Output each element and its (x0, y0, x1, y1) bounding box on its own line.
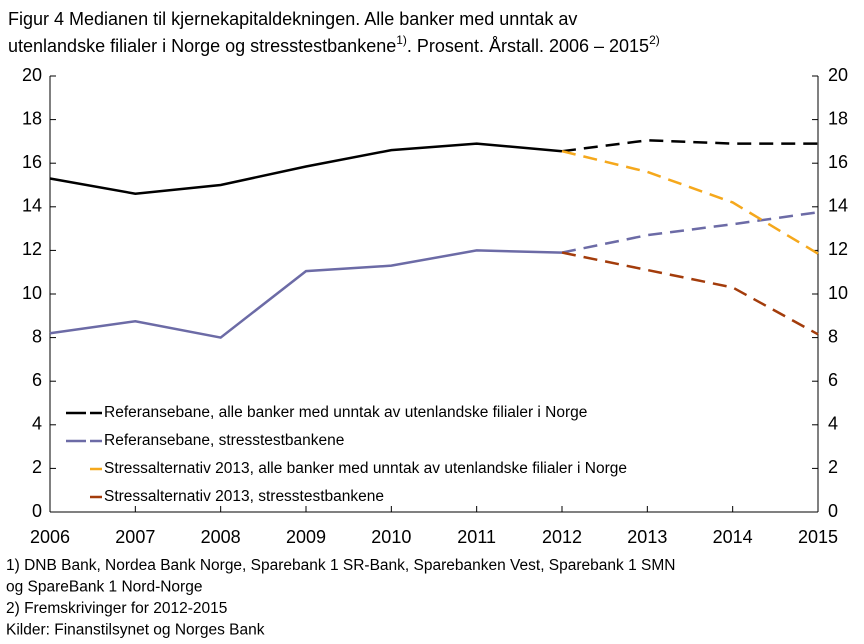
title-part: 1) (396, 33, 407, 47)
y-tick-label: 10 (22, 283, 42, 303)
series-line (561, 251, 819, 336)
y2-tick-label: 2 (828, 457, 838, 477)
x-tick-label: 2013 (627, 527, 667, 547)
legend-label: Referansebane, stresstestbankene (104, 432, 344, 449)
title-part: utenlandske filialer i Norge og stresste… (8, 36, 396, 56)
chart-title: Figur 4 Medianen til kjernekapitaldeknin… (8, 9, 577, 29)
x-tick-label: 2008 (201, 527, 241, 547)
y2-tick-label: 20 (828, 65, 848, 85)
footnote: 1) DNB Bank, Nordea Bank Norge, Spareban… (6, 557, 675, 574)
y-tick-label: 14 (22, 196, 42, 216)
title-part: 2) (649, 33, 660, 47)
y-tick-label: 12 (22, 239, 42, 259)
y-tick-label: 4 (32, 414, 42, 434)
y2-tick-label: 0 (828, 501, 838, 521)
y2-tick-label: 16 (828, 152, 848, 172)
series-line (561, 211, 819, 254)
y2-tick-label: 10 (828, 283, 848, 303)
x-tick-label: 2011 (457, 527, 496, 547)
y2-tick-label: 6 (828, 370, 838, 390)
y-tick-label: 16 (22, 152, 42, 172)
footnote: Kilder: Finanstilsynet og Norges Bank (6, 622, 265, 639)
footnote: 2) Fremskrivinger for 2012-2015 (6, 600, 227, 617)
y-tick-label: 0 (32, 501, 42, 521)
y2-tick-label: 8 (828, 326, 838, 346)
y2-tick-label: 18 (828, 108, 848, 128)
series-line (49, 142, 563, 195)
y2-tick-label: 4 (828, 414, 838, 434)
footnote: og SpareBank 1 Nord-Norge (6, 579, 202, 596)
x-tick-label: 2015 (798, 527, 838, 547)
y2-tick-label: 14 (828, 196, 848, 216)
x-tick-label: 2007 (115, 527, 155, 547)
series-line (49, 249, 563, 339)
series-line (561, 149, 819, 255)
x-tick-label: 2006 (30, 527, 70, 547)
y-tick-label: 18 (22, 108, 42, 128)
y-tick-label: 8 (32, 326, 42, 346)
x-tick-label: 2012 (542, 527, 582, 547)
y2-tick-label: 12 (828, 239, 848, 259)
y-tick-label: 6 (32, 370, 42, 390)
x-tick-label: 2010 (371, 527, 411, 547)
title-part: . Prosent. Årstall. 2006 – 2015 (407, 36, 649, 56)
legend-label: Stressalternativ 2013, alle banker med u… (104, 460, 627, 477)
y-tick-label: 20 (22, 65, 42, 85)
chart-title: utenlandske filialer i Norge og stresste… (8, 33, 660, 56)
legend-label: Stressalternativ 2013, stresstestbankene (104, 488, 384, 505)
y-tick-label: 2 (32, 457, 42, 477)
legend-label: Referansebane, alle banker med unntak av… (104, 404, 587, 421)
x-tick-label: 2014 (713, 527, 753, 547)
x-tick-label: 2009 (286, 527, 326, 547)
series-line (561, 139, 818, 153)
